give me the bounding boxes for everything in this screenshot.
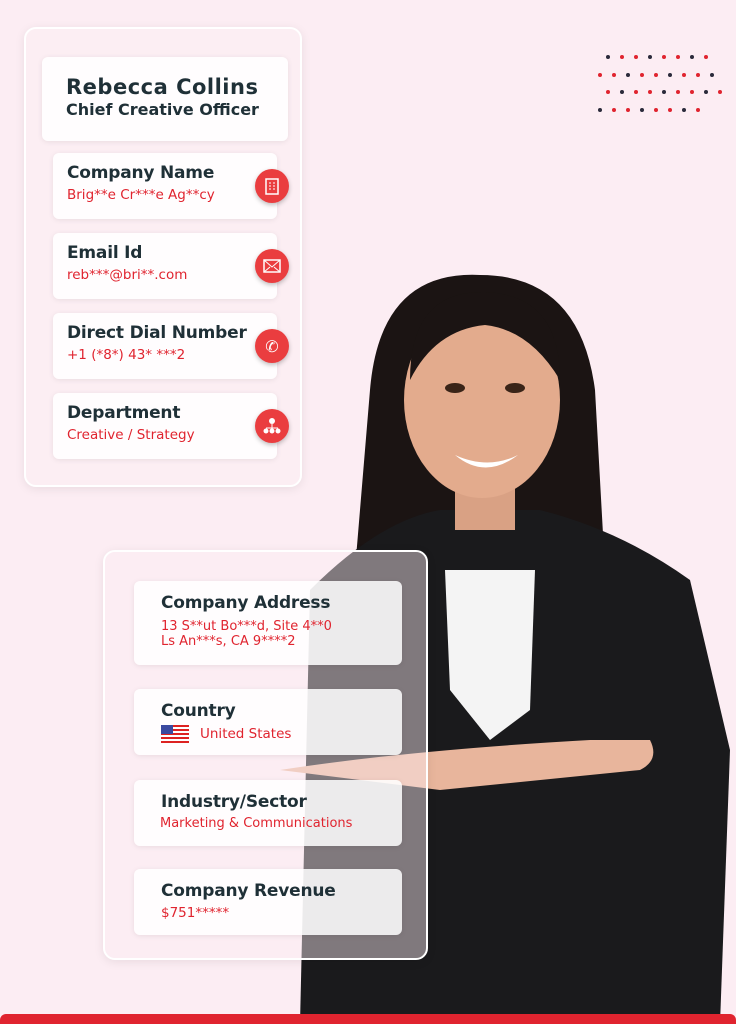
decorative-dot [676,90,680,94]
decorative-dot [682,107,686,112]
bottom-accent-bar [0,1014,736,1024]
field-company-address: Company Address 13 S**ut Bo***d, Site 4*… [134,581,402,665]
field-value: Brig**e Cr***e Ag**cy [67,187,215,203]
decorative-dot [612,107,616,112]
field-value: reb***@bri**.com [67,267,188,283]
decorative-dot [718,90,722,94]
decorative-dot [704,55,708,59]
field-value: Marketing & Communications [160,816,353,831]
address-line-1: 13 S**ut Bo***d, Site 4**0 [161,619,332,634]
field-label: Company Address [161,593,331,613]
profile-card: Rebecca Collins Chief Creative Officer [42,57,288,141]
field-country: Country United States [134,689,402,755]
decorative-dot [606,90,610,94]
decorative-dot [696,107,700,112]
field-label: Company Name [67,163,215,183]
decorative-dot [662,55,666,59]
us-flag-icon [161,725,189,743]
field-label: Email Id [67,243,143,263]
org-chart-icon [255,409,289,443]
field-company-name: Company Name Brig**e Cr***e Ag**cy [53,153,289,219]
decorative-dot [704,90,708,94]
decorative-dot [690,55,694,59]
decorative-dot [696,72,700,77]
field-label: Company Revenue [161,881,336,901]
decorative-dot [634,55,638,59]
decorative-dot [654,107,658,112]
field-label: Direct Dial Number [67,323,247,343]
person-photo [280,274,730,1024]
decorative-dot [654,72,658,77]
field-label: Country [161,701,236,721]
decorative-dot [648,55,652,59]
field-value: United States [200,726,292,742]
decorative-dot [606,55,610,59]
decorative-dot [634,90,638,94]
decorative-dot [668,72,672,77]
profile-title: Chief Creative Officer [66,100,259,119]
decorative-dot [620,55,624,59]
field-value: $751***** [161,905,230,921]
decorative-dot [626,107,630,112]
decorative-dot [662,90,666,94]
field-email: Email Id reb***@bri**.com [53,233,289,299]
field-direct-dial: Direct Dial Number +1 (*8*) 43* ***2 ✆ [53,313,289,379]
field-revenue: Company Revenue $751***** [134,869,402,935]
field-industry: Industry/Sector Marketing & Communicatio… [134,780,402,846]
decorative-dot [598,72,602,77]
field-department: Department Creative / Strategy [53,393,289,459]
decorative-dot [676,55,680,59]
decorative-dot [710,72,714,77]
decorative-dot [668,107,672,112]
field-label: Department [67,403,181,423]
envelope-icon [255,249,289,283]
building-icon [255,169,289,203]
decorative-dot [620,90,624,94]
field-value: Creative / Strategy [67,427,195,443]
field-label: Industry/Sector [161,792,307,812]
phone-icon: ✆ [255,329,289,363]
contact-panel: Rebecca Collins Chief Creative Officer C… [24,27,302,487]
decorative-dot [682,72,686,77]
decorative-dot [640,107,644,112]
company-panel: Company Address 13 S**ut Bo***d, Site 4*… [103,550,428,960]
decorative-dot [598,107,602,112]
decorative-dot [612,72,616,77]
address-line-2: Ls An***s, CA 9****2 [161,634,296,649]
field-value: +1 (*8*) 43* ***2 [67,347,186,363]
decorative-dot [690,90,694,94]
decorative-dot [640,72,644,77]
decorative-dot [648,90,652,94]
decorative-dot [626,72,630,77]
profile-name: Rebecca Collins [66,75,259,99]
